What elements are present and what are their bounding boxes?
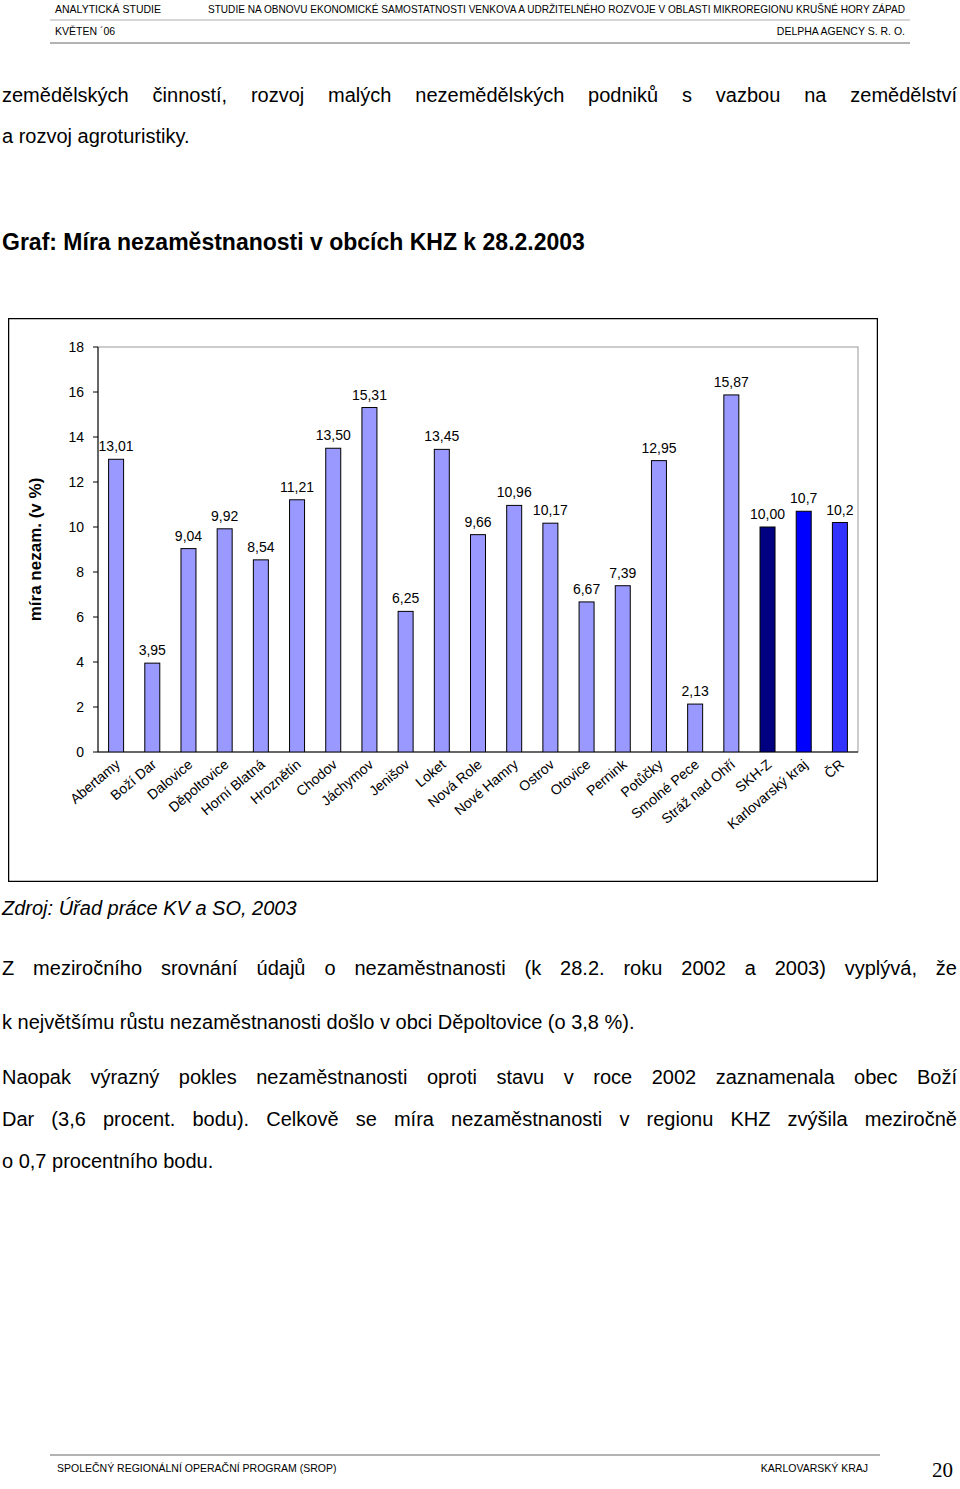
bar [398,611,413,752]
data-label: 3,95 [139,642,166,658]
data-labels: 13,01 3,95 9,04 9,92 8,54 11,21 13,50 15,31 6,25… [99,374,854,699]
bar [832,523,847,753]
footer-rule [50,1455,880,1456]
bar [615,586,630,752]
page-footer: SPOLEČNÝ REGIONÁLNÍ OPERAČNÍ PROGRAM (SR… [0,1445,960,1489]
y-tick-label: 16 [68,384,84,400]
data-label: 9,04 [175,528,202,544]
bar [109,459,124,752]
data-label: 8,54 [247,539,274,555]
y-axis [98,347,99,752]
bar [326,448,341,752]
header-company: DELPHA AGENCY S. R. O. [777,25,905,37]
bar [760,527,775,752]
bar [579,602,594,752]
data-label: 6,67 [573,581,600,597]
intro-line: zemědělských činností, rozvoj malých nez… [2,81,957,109]
bar [290,500,305,752]
y-tick [93,392,98,393]
x-tick-label: ČR [821,756,847,781]
y-tick-label: 8 [76,564,84,580]
bar [796,511,811,752]
y-tick-label: 18 [68,339,84,355]
bar [181,549,196,752]
source: Zdroj: Úřad práce KV a SO, 2003 [2,897,297,920]
data-label: 13,50 [316,427,351,443]
page-number: 20 [932,1458,953,1482]
y-tick-label: 2 [76,699,84,715]
data-label: 10,2 [826,502,853,518]
header-rule [50,20,910,21]
chart-frame [9,319,878,882]
chart: 0 2 4 6 8 10 12 14 16 18 míra nezam. (v %) 13,01 3,9… [8,318,878,882]
bar [434,449,449,752]
paragraph-line: k největšímu růstu nezaměstnanosti došlo… [2,1008,957,1036]
data-label: 7,39 [609,565,636,581]
bar [471,535,486,752]
data-label: 13,45 [424,428,459,444]
bar [217,529,232,752]
y-tick [93,437,98,438]
y-tick-label: 4 [76,654,84,670]
y-tick [93,752,98,753]
data-label: 10,00 [750,506,785,522]
x-tick-label: Karlovarský kraj [724,756,811,832]
y-tick [93,347,98,348]
bar [253,560,268,752]
data-label: 11,21 [280,479,314,495]
data-label: 9,92 [211,508,238,524]
data-label: 10,17 [533,502,568,518]
x-tick-label: Jáchymov [318,756,377,809]
x-tick-label: Stráž nad Ohří [658,756,738,827]
x-tick-label: Otovice [547,756,594,799]
y-tick-label: 14 [68,429,84,445]
y-tick-label: 10 [68,519,84,535]
paragraph-line: Z meziročního srovnání údajů o nezaměstn… [2,954,957,982]
bar [145,663,160,752]
bar [651,461,666,752]
x-tick-label: Hroznětín [247,756,304,807]
footer-program: SPOLEČNÝ REGIONÁLNÍ OPERAČNÍ PROGRAM (SR… [57,1462,336,1474]
y-tick-label: 12 [68,474,84,490]
intro-line: a rozvoj agroturistiky. [2,122,957,150]
y-tick-label: 6 [76,609,84,625]
bar [507,505,522,752]
data-label: 10,96 [497,484,532,500]
data-label: 15,87 [714,374,749,390]
x-tick-label: Nové Hamry [451,756,521,818]
bar [724,395,739,752]
x-tick-label: Jenišov [366,756,413,799]
paragraph-line: o 0,7 procentního bodu. [2,1147,957,1175]
data-label: 6,25 [392,590,419,606]
bars [109,395,848,752]
data-label: 12,95 [641,440,676,456]
bar [543,523,558,752]
header-title: STUDIE NA OBNOVU EKONOMICKÉ SAMOSTATNOST… [208,3,905,15]
chart-title: Graf: Míra nezaměstnanosti v obcích KHZ … [2,229,585,256]
paragraph-line: Naopak výrazný pokles nezaměstnanosti op… [2,1063,957,1091]
y-axis-label: míra nezam. (v %) [26,478,45,622]
data-label: 9,66 [464,514,491,530]
footer-region: KARLOVARSKÝ KRAJ [761,1462,868,1474]
header-rule [50,43,910,44]
bar [362,408,377,752]
page-header: ANALYTICKÁ STUDIE STUDIE NA OBNOVU EKONOM… [0,0,960,50]
y-tick [93,527,98,528]
y-tick [93,617,98,618]
data-label: 2,13 [682,683,709,699]
bar [688,704,703,752]
y-tick [93,662,98,663]
y-tick-label: 0 [76,744,84,760]
paragraph-line: Dar (3,6 procent. bodu). Celkově se míra… [2,1105,957,1133]
data-label: 15,31 [352,387,387,403]
data-label: 13,01 [99,438,134,454]
header-label: ANALYTICKÁ STUDIE [55,3,161,15]
header-date: KVĚTEN ´06 [55,25,115,37]
y-tick [93,572,98,573]
y-tick [93,482,98,483]
plot-area [98,347,858,752]
data-label: 10,7 [790,490,817,506]
y-tick [93,707,98,708]
